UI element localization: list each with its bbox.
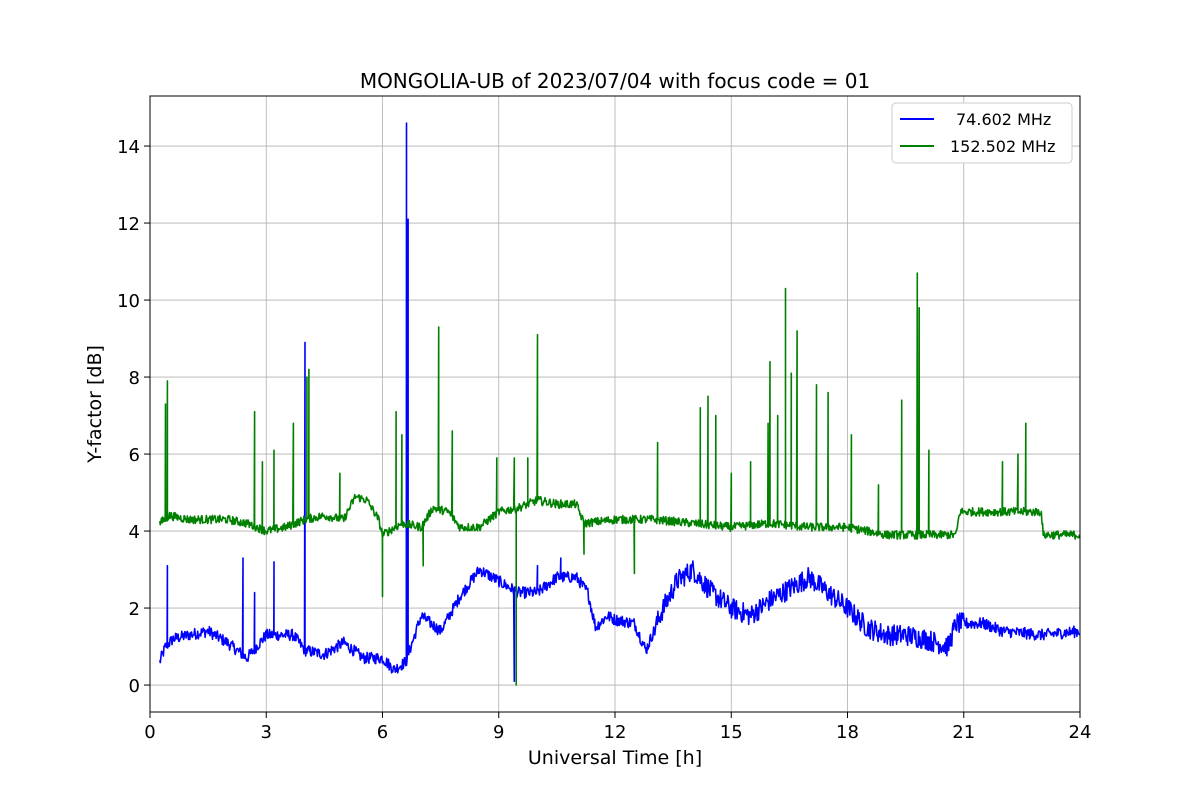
x-tick-label: 3 (261, 722, 272, 743)
x-tick-label: 15 (720, 722, 743, 743)
series-layer (158, 122, 1081, 686)
y-tick-label: 14 (117, 137, 140, 158)
x-tick-label: 12 (604, 722, 627, 743)
y-tick-label: 0 (129, 676, 140, 697)
x-tick-label: 6 (377, 722, 388, 743)
x-tick-label: 0 (144, 722, 155, 743)
y-tick-label: 12 (117, 214, 140, 235)
y-axis: 0 2 4 6 8 10 12 14 (117, 137, 150, 697)
x-axis: 0 3 6 9 12 15 18 21 24 (144, 712, 1091, 743)
y-tick-label: 2 (129, 599, 140, 620)
chart-title: MONGOLIA-UB of 2023/07/04 with focus cod… (360, 69, 870, 93)
y-tick-label: 4 (129, 522, 140, 543)
legend-label-series-2: 152.502 MHz (950, 137, 1055, 156)
series-line-2 (158, 272, 1081, 686)
series-line-1 (158, 122, 1081, 682)
y-axis-label: Y-factor [dB] (84, 345, 106, 464)
x-tick-label: 21 (952, 722, 975, 743)
y-tick-label: 8 (129, 368, 140, 389)
legend-label-series-1: 74.602 MHz (956, 110, 1051, 129)
x-tick-label: 9 (493, 722, 504, 743)
x-tick-label: 24 (1069, 722, 1092, 743)
y-tick-label: 6 (129, 445, 140, 466)
legend-box (891, 102, 1073, 164)
legend: 74.602 MHz 152.502 MHz (891, 102, 1073, 164)
y-tick-label: 10 (117, 291, 140, 312)
x-axis-label: Universal Time [h] (528, 747, 702, 769)
x-tick-label: 18 (836, 722, 859, 743)
